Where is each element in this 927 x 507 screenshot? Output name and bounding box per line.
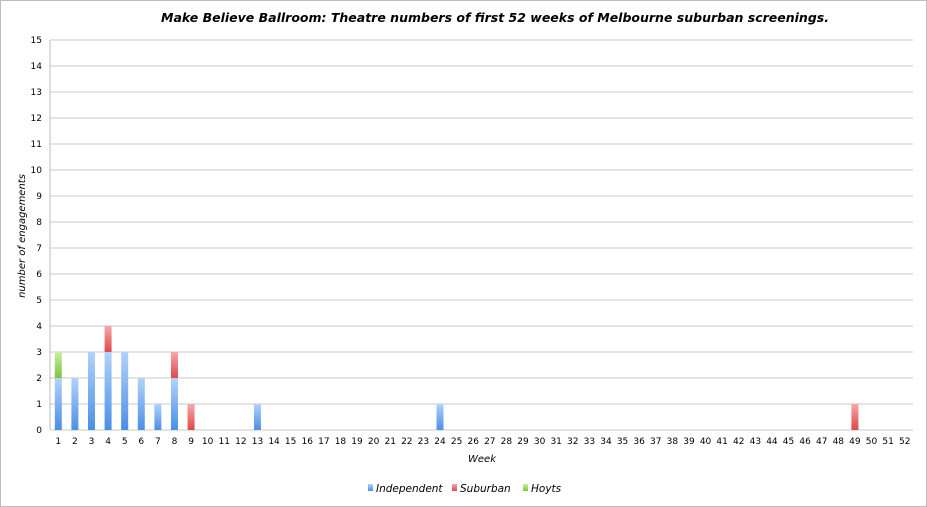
x-tick-label: 43 bbox=[750, 437, 761, 447]
y-tick-label: 11 bbox=[31, 140, 42, 150]
x-axis-label: Week bbox=[468, 454, 497, 465]
y-tick-label: 1 bbox=[36, 400, 42, 410]
bar-independent-week-24 bbox=[436, 404, 444, 430]
x-tick-label: 1 bbox=[55, 437, 61, 447]
bars bbox=[54, 326, 859, 430]
y-tick-label: 14 bbox=[31, 62, 43, 72]
bar-independent-week-3 bbox=[87, 352, 95, 430]
x-tick-label: 31 bbox=[550, 437, 561, 447]
x-tick-label: 4 bbox=[105, 437, 111, 447]
x-tick-label: 18 bbox=[335, 437, 347, 447]
legend-label-independent: Independent bbox=[376, 483, 443, 495]
legend-label-suburban: Suburban bbox=[460, 483, 511, 495]
x-tick-label: 48 bbox=[833, 437, 845, 447]
x-tick-label: 8 bbox=[172, 437, 178, 447]
bar-independent-week-4 bbox=[104, 352, 112, 430]
chart-title: Make Believe Ballroom: Theatre numbers o… bbox=[161, 10, 829, 25]
x-tick-label: 35 bbox=[617, 437, 628, 447]
legend-swatch-independent bbox=[368, 484, 373, 491]
x-tick-label: 14 bbox=[268, 437, 280, 447]
y-tick-label: 7 bbox=[36, 244, 42, 254]
bar-independent-week-5 bbox=[121, 352, 129, 430]
y-tick-label: 6 bbox=[36, 270, 42, 280]
x-tick-label: 13 bbox=[252, 437, 263, 447]
x-tick-label: 30 bbox=[534, 437, 546, 447]
x-tick-label: 16 bbox=[302, 437, 314, 447]
y-axis-label: number of engagements bbox=[17, 174, 28, 298]
x-tick-label: 52 bbox=[899, 437, 910, 447]
x-axis-ticks: 1 2 3 4 5 6 7 8 9 10 11 12 13 14 15 16 17 18 19 20 21 22 23 24 2… bbox=[55, 437, 910, 447]
x-tick-label: 36 bbox=[633, 437, 645, 447]
x-tick-label: 20 bbox=[368, 437, 380, 447]
x-tick-label: 5 bbox=[122, 437, 128, 447]
y-tick-label: 15 bbox=[31, 36, 42, 46]
x-tick-label: 11 bbox=[219, 437, 230, 447]
x-tick-label: 37 bbox=[650, 437, 661, 447]
x-tick-label: 22 bbox=[401, 437, 412, 447]
x-tick-label: 45 bbox=[783, 437, 794, 447]
y-tick-label: 10 bbox=[31, 166, 43, 176]
x-tick-label: 2 bbox=[72, 437, 78, 447]
x-tick-label: 39 bbox=[683, 437, 695, 447]
x-tick-label: 7 bbox=[155, 437, 161, 447]
bar-suburban-week-8 bbox=[170, 352, 178, 378]
grid bbox=[49, 39, 913, 431]
y-tick-label: 0 bbox=[36, 426, 42, 436]
legend-label-hoyts: Hoyts bbox=[531, 483, 562, 495]
x-tick-label: 3 bbox=[89, 437, 95, 447]
bar-independent-week-7 bbox=[154, 404, 162, 430]
bar-independent-week-2 bbox=[71, 378, 79, 430]
x-tick-label: 49 bbox=[849, 437, 861, 447]
x-tick-label: 46 bbox=[799, 437, 811, 447]
x-tick-label: 25 bbox=[451, 437, 462, 447]
y-tick-label: 2 bbox=[36, 374, 42, 384]
x-tick-label: 28 bbox=[501, 437, 513, 447]
x-tick-label: 29 bbox=[517, 437, 529, 447]
y-tick-label: 12 bbox=[31, 114, 42, 124]
x-tick-label: 42 bbox=[733, 437, 744, 447]
bar-suburban-week-4 bbox=[104, 326, 112, 352]
x-tick-label: 27 bbox=[484, 437, 495, 447]
x-tick-label: 47 bbox=[816, 437, 827, 447]
x-tick-label: 50 bbox=[866, 437, 878, 447]
x-tick-label: 19 bbox=[351, 437, 363, 447]
x-tick-label: 12 bbox=[235, 437, 246, 447]
x-tick-label: 17 bbox=[318, 437, 329, 447]
x-tick-label: 51 bbox=[882, 437, 893, 447]
x-tick-label: 23 bbox=[418, 437, 429, 447]
x-tick-label: 44 bbox=[766, 437, 778, 447]
x-tick-label: 10 bbox=[202, 437, 214, 447]
legend-swatch-hoyts bbox=[523, 484, 528, 491]
y-tick-label: 13 bbox=[31, 88, 42, 98]
bar-independent-week-6 bbox=[137, 378, 145, 430]
bar-independent-week-8 bbox=[170, 378, 178, 430]
x-tick-label: 6 bbox=[138, 437, 144, 447]
x-tick-label: 41 bbox=[716, 437, 727, 447]
x-tick-label: 38 bbox=[667, 437, 679, 447]
bar-suburban-week-9 bbox=[187, 404, 195, 430]
y-tick-label: 3 bbox=[36, 348, 42, 358]
legend: Independent Suburban Hoyts bbox=[368, 483, 562, 495]
legend-swatch-suburban bbox=[452, 484, 457, 491]
x-tick-label: 40 bbox=[700, 437, 712, 447]
y-tick-label: 4 bbox=[36, 322, 42, 332]
bar-independent-week-1 bbox=[54, 378, 62, 430]
x-tick-label: 24 bbox=[434, 437, 446, 447]
y-tick-label: 5 bbox=[36, 296, 42, 306]
x-tick-label: 26 bbox=[467, 437, 479, 447]
bar-suburban-week-49 bbox=[851, 404, 859, 430]
x-tick-label: 34 bbox=[600, 437, 612, 447]
x-tick-label: 21 bbox=[384, 437, 395, 447]
bar-hoyts-week-1 bbox=[54, 352, 62, 378]
y-tick-label: 8 bbox=[36, 218, 42, 228]
bar-independent-week-13 bbox=[253, 404, 261, 430]
x-tick-label: 9 bbox=[188, 437, 194, 447]
x-tick-label: 32 bbox=[567, 437, 578, 447]
y-tick-label: 9 bbox=[36, 192, 42, 202]
x-tick-label: 15 bbox=[285, 437, 296, 447]
x-tick-label: 33 bbox=[584, 437, 595, 447]
